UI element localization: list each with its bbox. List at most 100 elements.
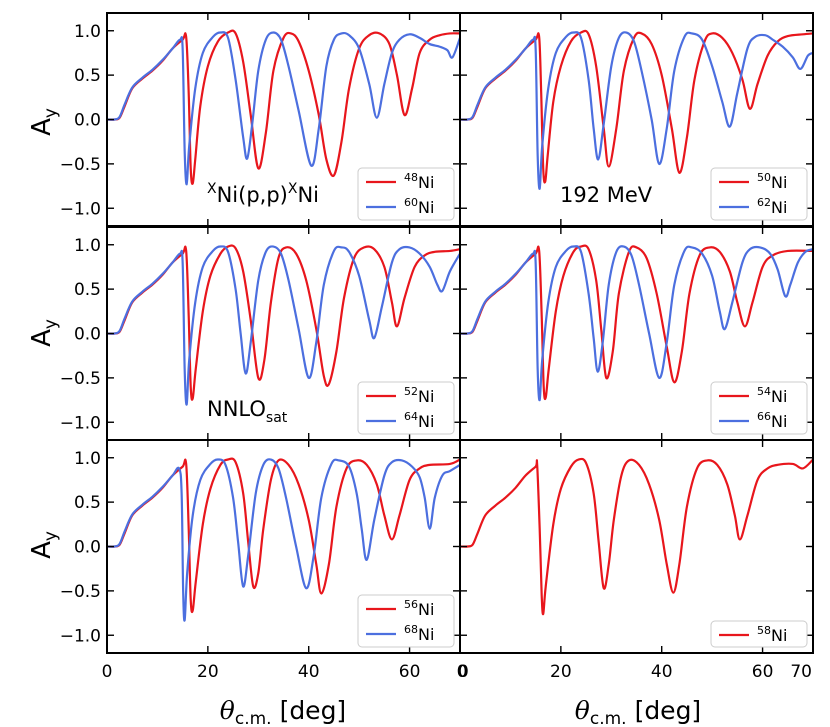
annotation-text: Ni(p,p): [217, 183, 288, 207]
series-line-48Ni: [107, 29, 460, 185]
legend-element: Ni: [418, 600, 434, 619]
legend-label-52Ni: 52Ni: [404, 385, 434, 406]
series-group: [107, 29, 460, 186]
series-line-54Ni: [460, 244, 813, 401]
series-group: [460, 244, 813, 402]
legend-mass: 50: [757, 171, 771, 184]
y-axis-label-row3: Ay: [27, 531, 61, 559]
legend-label-66Ni: 66Ni: [757, 410, 787, 431]
series-group: [107, 457, 460, 622]
ticks: [459, 227, 813, 440]
series-line-56Ni: [107, 457, 460, 614]
y-tick-label: −0.5: [60, 155, 101, 175]
legend-mass: 56: [404, 598, 418, 611]
panel-annotation: NNLOsat: [207, 397, 288, 426]
y-tick-label: 0.5: [74, 493, 101, 513]
x-tick-label: 40: [298, 662, 320, 682]
y-tick-label: 0.0: [74, 111, 101, 131]
legend-element: Ni: [418, 173, 434, 192]
x-tick-label: 40: [651, 662, 673, 682]
y-tick-label: −0.5: [60, 582, 101, 602]
y-tick-label: −1.0: [60, 413, 101, 433]
legend: 58Ni: [710, 620, 808, 648]
y-tick-label: −1.0: [60, 626, 101, 646]
legend-mass: 64: [404, 410, 418, 423]
series-group: [460, 457, 813, 616]
panels-layer: −1.0−0.50.00.51.048Ni60NiXNi(p,p)XNi50Ni…: [60, 12, 814, 682]
annotation-text: NNLO: [207, 397, 266, 421]
legend-label-50Ni: 50Ni: [757, 171, 787, 192]
y-tick-label: −0.5: [60, 369, 101, 389]
annotation-sup: X: [207, 181, 217, 197]
legend-label-56Ni: 56Ni: [404, 598, 434, 619]
annotation-text: 192 MeV: [560, 183, 653, 207]
legend-element: Ni: [771, 198, 787, 217]
series-line-52Ni: [107, 244, 460, 401]
series-line-58Ni: [460, 457, 813, 616]
y-axis-label-row2: Ay: [27, 319, 61, 347]
legend-mass: 58: [757, 624, 771, 637]
series-line-60Ni: [107, 31, 460, 186]
x-tick-label: 0: [458, 662, 469, 682]
series-group: [460, 29, 813, 190]
legend-element: Ni: [771, 412, 787, 431]
y-tick-label: 0.0: [74, 538, 101, 558]
legend-element: Ni: [418, 625, 434, 644]
series-line-62Ni: [460, 31, 813, 190]
legend-label-68Ni: 68Ni: [404, 623, 434, 644]
x-tick-label: 70: [790, 662, 812, 682]
legend-mass: 52: [404, 385, 418, 398]
annotation-sub: sat: [266, 410, 288, 426]
legend-mass: 68: [404, 623, 418, 636]
legend-element: Ni: [771, 173, 787, 192]
y-tick-label: −1.0: [60, 199, 101, 219]
y-tick-label: 0.5: [74, 66, 101, 86]
x-axis-label-right: θc.m. [deg]: [575, 696, 701, 727]
series-line-66Ni: [460, 245, 813, 402]
y-tick-label: 0.0: [74, 325, 101, 345]
legend-label-62Ni: 62Ni: [757, 196, 787, 217]
legend-mass: 48: [404, 171, 418, 184]
legend-label-64Ni: 64Ni: [404, 410, 434, 431]
y-tick-label: 0.5: [74, 280, 101, 300]
y-tick-label: 1.0: [74, 449, 101, 469]
x-tick-label: 0: [102, 662, 113, 682]
legend-mass: 66: [757, 410, 771, 423]
legend-element: Ni: [771, 626, 787, 645]
legend-element: Ni: [418, 387, 434, 406]
legend-element: Ni: [418, 412, 434, 431]
legend-element: Ni: [771, 387, 787, 406]
legend-mass: 54: [757, 385, 771, 398]
y-tick-label: 1.0: [74, 236, 101, 256]
legend-label-54Ni: 54Ni: [757, 385, 787, 406]
legend-label-58Ni: 58Ni: [757, 624, 787, 645]
legend-label-48Ni: 48Ni: [404, 171, 434, 192]
x-tick-label: 60: [399, 662, 421, 682]
legend-label-60Ni: 60Ni: [404, 196, 434, 217]
annotation-tail: Ni: [297, 183, 319, 207]
series-line-68Ni: [107, 458, 460, 622]
series-group: [107, 244, 460, 406]
legend-element: Ni: [418, 198, 434, 217]
panel-annotation: XNi(p,p)XNi: [207, 181, 319, 207]
panel-frame: [459, 439, 814, 654]
panel-annotation: 192 MeV: [560, 183, 653, 207]
x-axis-label-left: θc.m. [deg]: [220, 696, 346, 727]
y-tick-label: 1.0: [74, 22, 101, 42]
ticks: [106, 13, 460, 226]
x-tick-label: 20: [197, 662, 219, 682]
annotation-sup: X: [288, 181, 298, 197]
legend-box: [710, 620, 808, 648]
x-tick-label: 0: [457, 662, 468, 682]
legend-mass: 60: [404, 196, 418, 209]
